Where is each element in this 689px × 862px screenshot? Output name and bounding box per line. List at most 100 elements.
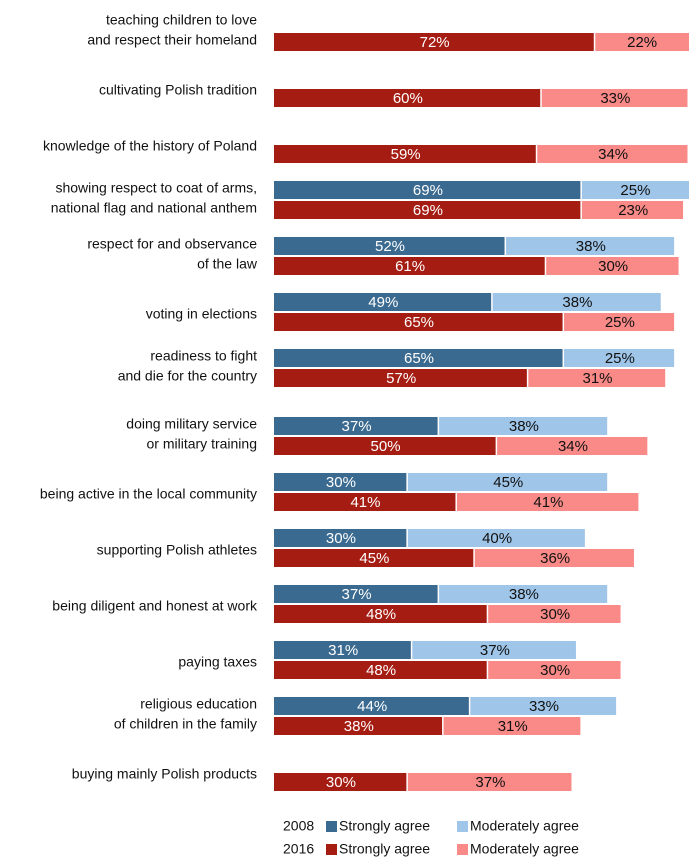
- category-label: teaching children to love: [106, 12, 257, 28]
- value-label: 72%: [420, 34, 450, 51]
- category-label: of children in the family: [114, 716, 257, 732]
- value-label: 22%: [627, 34, 657, 51]
- bar-segment: [492, 293, 661, 311]
- category-label: knowledge of the history of Poland: [43, 138, 257, 154]
- bar-segment: [274, 417, 438, 435]
- value-label: 49%: [368, 294, 398, 311]
- bar-segment: [581, 181, 689, 199]
- value-label: 31%: [498, 718, 528, 735]
- value-label: 30%: [326, 474, 356, 491]
- bar-segment: [274, 201, 581, 219]
- value-label: 25%: [605, 314, 635, 331]
- bar-segment: [412, 641, 576, 659]
- category-label: of the law: [197, 256, 258, 272]
- bar-segment: [564, 313, 675, 331]
- category-label: religious education: [140, 696, 257, 712]
- value-label: 38%: [576, 238, 606, 255]
- value-label: 61%: [395, 258, 425, 275]
- category-label: and die for the country: [118, 368, 257, 384]
- legend-swatch: [457, 844, 468, 855]
- value-label: 31%: [583, 370, 613, 387]
- bar-segment: [274, 145, 536, 163]
- bar-segment: [537, 145, 688, 163]
- bar-segment: [274, 293, 492, 311]
- bar-segment: [274, 89, 541, 107]
- value-label: 30%: [540, 662, 570, 679]
- value-label: 23%: [618, 202, 648, 219]
- value-label: 37%: [480, 642, 510, 659]
- bar-segment: [541, 89, 688, 107]
- value-label: 34%: [598, 146, 628, 163]
- value-label: 34%: [558, 438, 588, 455]
- value-label: 59%: [391, 146, 421, 163]
- category-label: being diligent and honest at work: [52, 598, 258, 614]
- bar-segment: [470, 697, 617, 715]
- bar-segment: [274, 641, 411, 659]
- value-label: 38%: [509, 586, 539, 603]
- legend-label: Moderately agree: [470, 818, 579, 834]
- legend-label: Moderately agree: [470, 841, 579, 857]
- value-label: 48%: [366, 662, 396, 679]
- bar-segment: [274, 529, 407, 547]
- legend-label: Strongly agree: [339, 841, 430, 857]
- value-label: 45%: [493, 474, 523, 491]
- bar-segment: [274, 661, 487, 679]
- value-label: 36%: [540, 550, 570, 567]
- bar-segment: [595, 33, 689, 51]
- value-label: 37%: [342, 418, 372, 435]
- value-label: 30%: [598, 258, 628, 275]
- category-label: being active in the local community: [40, 486, 257, 502]
- value-label: 38%: [562, 294, 592, 311]
- bar-segment: [274, 237, 505, 255]
- bar-segment: [488, 605, 621, 623]
- value-label: 33%: [600, 90, 630, 107]
- category-label: showing respect to coat of arms,: [55, 180, 257, 196]
- bar-segment: [528, 369, 666, 387]
- bar-segment: [274, 473, 407, 491]
- bar-segment: [581, 201, 684, 219]
- value-label: 25%: [620, 182, 650, 199]
- category-label: readiness to fight: [150, 348, 257, 364]
- value-label: 33%: [529, 698, 559, 715]
- value-label: 30%: [540, 606, 570, 623]
- category-label: cultivating Polish tradition: [99, 82, 257, 98]
- bar-segment: [274, 369, 527, 387]
- bar-segment: [274, 605, 487, 623]
- bar-segment: [506, 237, 675, 255]
- legend-year: 2016: [283, 841, 314, 857]
- value-label: 65%: [404, 314, 434, 331]
- bar-segment: [407, 529, 585, 547]
- value-label: 25%: [605, 350, 635, 367]
- bar-segment: [474, 549, 634, 567]
- bar-segment: [274, 697, 469, 715]
- value-label: 50%: [371, 438, 401, 455]
- value-label: 30%: [326, 530, 356, 547]
- bar-segment: [439, 585, 608, 603]
- value-label: 44%: [357, 698, 387, 715]
- value-label: 38%: [344, 718, 374, 735]
- bar-segment: [546, 257, 679, 275]
- bar-segment: [274, 493, 456, 511]
- legend-swatch: [326, 844, 337, 855]
- bar-segment: [564, 349, 675, 367]
- bar-segment: [274, 33, 594, 51]
- bar-segment: [497, 437, 648, 455]
- value-label: 30%: [326, 774, 356, 791]
- value-label: 69%: [413, 182, 443, 199]
- value-label: 38%: [509, 418, 539, 435]
- bar-segment: [407, 773, 572, 791]
- category-label: or military training: [147, 436, 257, 452]
- bar-segment: [443, 717, 581, 735]
- value-label: 65%: [404, 350, 434, 367]
- bar-segment: [274, 349, 563, 367]
- value-label: 37%: [475, 774, 505, 791]
- value-label: 57%: [386, 370, 416, 387]
- bar-segment: [407, 473, 608, 491]
- category-label: paying taxes: [178, 654, 257, 670]
- category-label: buying mainly Polish products: [72, 766, 257, 782]
- bar-segment: [274, 717, 443, 735]
- value-label: 69%: [413, 202, 443, 219]
- value-label: 40%: [482, 530, 512, 547]
- bar-segment: [488, 661, 621, 679]
